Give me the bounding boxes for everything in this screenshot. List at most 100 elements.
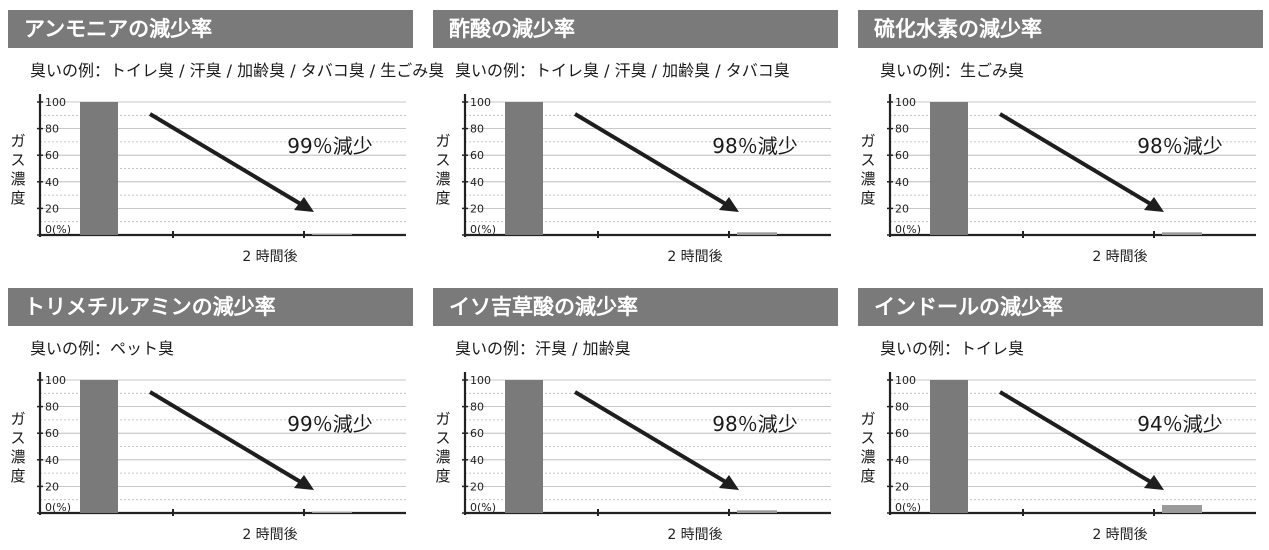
decrease-arrow — [573, 390, 731, 486]
y-axis-label: ガス濃度 — [860, 410, 876, 485]
y-tick-label: 40 — [470, 176, 484, 189]
bar — [1162, 505, 1202, 513]
y-tick-label: 20 — [45, 202, 59, 215]
odor-example-prefix: 臭いの例： — [30, 61, 111, 80]
y-tick-label: 80 — [470, 123, 484, 136]
y-axis-label: ガス濃度 — [435, 410, 451, 485]
chart-panel: アンモニアの減少率臭いの例：トイレ臭 / 汗臭 / 加齢臭 / タバコ臭 / 生… — [8, 10, 444, 272]
y-axis-label: ガス濃度 — [860, 132, 876, 207]
bar-chart: 100 80 60 40 20 0(%) 2 時間後 99％減少 — [37, 372, 406, 543]
y-tick-label: 100 — [470, 96, 491, 109]
reduction-label: 99％減少 — [287, 134, 372, 158]
bar-chart: 100 80 60 40 20 0(%) 2 時間後 98％減少 — [462, 372, 831, 543]
bar-chart: 100 80 60 40 20 0(%) 2 時間後 98％減少 — [887, 94, 1256, 265]
bar-chart: 100 80 60 40 20 0(%) 2 時間後 98％減少 — [462, 94, 831, 265]
y-tick-label: 80 — [470, 401, 484, 414]
y-tick-label: 40 — [45, 176, 59, 189]
chart-title: イソ吉草酸の減少率 — [433, 288, 838, 326]
y-tick-label: 0(%) — [895, 223, 921, 236]
y-axis-label: ガス濃度 — [10, 132, 26, 207]
bar-chart: 100 80 60 40 20 0(%) 2 時間後 94％減少 — [887, 372, 1256, 543]
odor-example-prefix: 臭いの例： — [30, 339, 111, 358]
chart-title: トリメチルアミンの減少率 — [8, 288, 413, 326]
bar — [737, 232, 777, 235]
odor-example-list: トイレ臭 / 汗臭 / 加齢臭 / タバコ臭 / 生ごみ臭 — [110, 61, 445, 80]
y-tick-label: 0(%) — [895, 501, 921, 514]
y-tick-label: 20 — [45, 480, 59, 493]
arrow-head-icon — [294, 197, 314, 212]
y-tick-label: 0(%) — [45, 223, 71, 236]
odor-example-prefix: 臭いの例： — [880, 61, 961, 80]
odor-example-list: トイレ臭 / 汗臭 / 加齢臭 / タバコ臭 — [535, 61, 790, 80]
y-tick-label: 40 — [895, 176, 909, 189]
y-tick-label: 20 — [470, 202, 484, 215]
y-tick-label: 100 — [895, 374, 916, 387]
bar — [80, 380, 118, 513]
y-tick-label: 60 — [45, 427, 59, 440]
y-tick-label: 60 — [895, 149, 909, 162]
decrease-arrow — [998, 112, 1156, 208]
bar — [737, 510, 777, 513]
odor-example: 臭いの例：生ごみ臭 — [880, 57, 1024, 81]
x-category-label: 2 時間後 — [242, 527, 297, 543]
y-tick-label: 100 — [45, 96, 66, 109]
y-tick-label: 60 — [470, 427, 484, 440]
y-axis-label: ガス濃度 — [435, 132, 451, 207]
x-category-label: 2 時間後 — [242, 249, 297, 265]
chart-title: アンモニアの減少率 — [8, 10, 413, 48]
y-tick-label: 100 — [45, 374, 66, 387]
odor-example: 臭いの例：汗臭 / 加齢臭 — [455, 335, 631, 359]
bar-chart: 100 80 60 40 20 0(%) 2 時間後 99％減少 — [37, 94, 406, 265]
bar — [505, 102, 543, 235]
y-tick-label: 20 — [470, 480, 484, 493]
y-tick-label: 80 — [895, 401, 909, 414]
odor-example-list: トイレ臭 — [960, 339, 1025, 358]
decrease-arrow — [148, 390, 306, 486]
bar — [930, 102, 968, 235]
y-tick-label: 0(%) — [470, 223, 496, 236]
x-category-label: 2 時間後 — [667, 249, 722, 265]
reduction-label: 98％減少 — [1137, 134, 1222, 158]
y-tick-label: 100 — [895, 96, 916, 109]
arrow-head-icon — [1144, 197, 1164, 212]
chart-panel: インドールの減少率 臭いの例：トイレ臭ガス濃度 100 80 60 40 20 0(%) 2 時… — [858, 288, 1263, 550]
chart-title: 酢酸の減少率 — [433, 10, 838, 48]
chart-panel: イソ吉草酸の減少率 臭いの例：汗臭 / 加齢臭ガス濃度 100 80 60 40 20 0(%… — [433, 288, 838, 550]
decrease-arrow — [573, 112, 731, 208]
y-tick-label: 20 — [895, 202, 909, 215]
odor-example: 臭いの例：トイレ臭 / 汗臭 / 加齢臭 / タバコ臭 — [455, 57, 790, 81]
y-tick-label: 40 — [45, 454, 59, 467]
odor-example-list: 生ごみ臭 — [960, 61, 1025, 80]
bar — [1162, 232, 1202, 235]
arrow-head-icon — [294, 475, 314, 490]
arrow-head-icon — [1144, 475, 1164, 490]
x-category-label: 2 時間後 — [1092, 527, 1147, 543]
reduction-label: 94％減少 — [1137, 412, 1222, 436]
y-tick-label: 60 — [895, 427, 909, 440]
y-tick-label: 40 — [470, 454, 484, 467]
bar — [80, 102, 118, 235]
y-tick-label: 60 — [470, 149, 484, 162]
y-tick-label: 20 — [895, 480, 909, 493]
y-tick-label: 100 — [470, 374, 491, 387]
odor-example-prefix: 臭いの例： — [880, 339, 961, 358]
chart-title: インドールの減少率 — [858, 288, 1263, 326]
odor-example-list: ペット臭 — [110, 339, 175, 358]
y-tick-label: 0(%) — [45, 501, 71, 514]
y-tick-label: 80 — [45, 401, 59, 414]
arrow-head-icon — [719, 475, 739, 490]
bar — [312, 511, 352, 513]
x-category-label: 2 時間後 — [1092, 249, 1147, 265]
y-tick-label: 80 — [45, 123, 59, 136]
x-category-label: 2 時間後 — [667, 527, 722, 543]
odor-example: 臭いの例：ペット臭 — [30, 335, 174, 359]
chart-panel: 酢酸の減少率臭いの例：トイレ臭 / 汗臭 / 加齢臭 / タバコ臭ガス濃度 100… — [433, 10, 838, 272]
bar — [505, 380, 543, 513]
reduction-label: 98％減少 — [712, 412, 797, 436]
arrow-head-icon — [719, 197, 739, 212]
y-axis-label: ガス濃度 — [10, 410, 26, 485]
odor-example: 臭いの例：トイレ臭 / 汗臭 / 加齢臭 / タバコ臭 / 生ごみ臭 — [30, 57, 444, 81]
odor-example-list: 汗臭 / 加齢臭 — [535, 339, 631, 358]
chart-panel: 硫化水素の減少率 臭いの例：生ごみ臭ガス濃度 100 80 60 40 20 0(%) 2 時間… — [858, 10, 1263, 272]
reduction-label: 99％減少 — [287, 412, 372, 436]
